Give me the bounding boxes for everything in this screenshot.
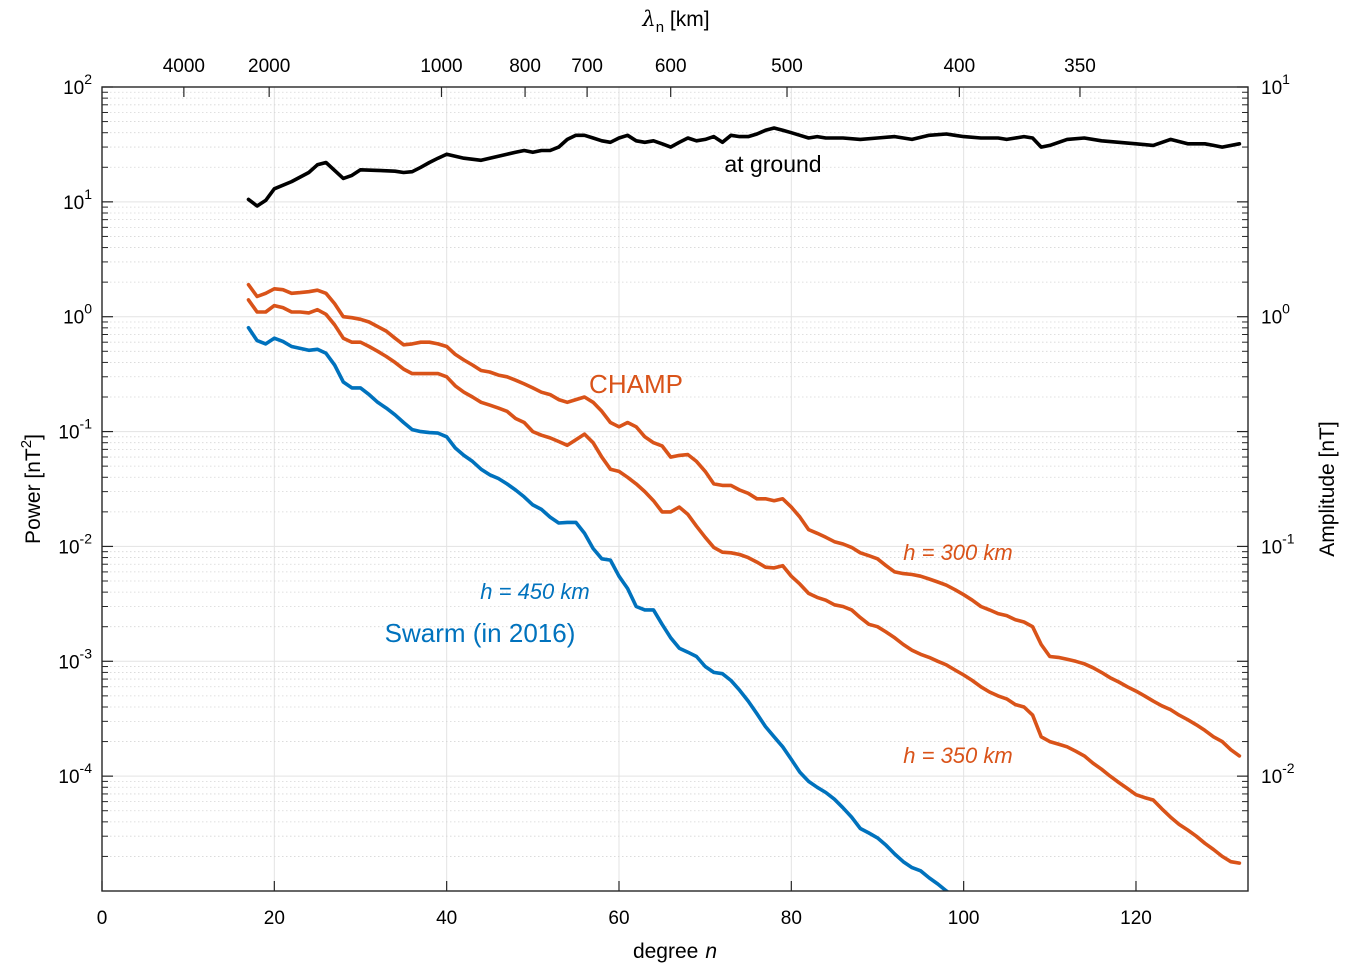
x-axis-label-var: n: [705, 940, 717, 963]
top-axis-label: λn [km]: [641, 7, 709, 36]
x-tick-label: 40: [436, 908, 457, 929]
plot-frame: [101, 86, 1249, 892]
top-axis-label-symbol: λ: [641, 7, 655, 31]
y-axis-label-text: Power [nT: [22, 448, 45, 544]
top-tick-labels: 4000 2000 1000 800 700 600 500 400 350: [163, 56, 1096, 77]
y2-tick-label: 100: [1261, 301, 1290, 329]
top-tick-label: 400: [943, 56, 975, 77]
top-tick-label: 1000: [420, 56, 462, 77]
y-tick-label: 10-3: [58, 645, 92, 673]
annotation-swarm: Swarm (in 2016): [385, 618, 576, 648]
annotation-champ: CHAMP: [589, 369, 683, 399]
top-tick-label: 2000: [248, 56, 290, 77]
x-axis-label: degree n: [633, 940, 717, 963]
y-tick-label: 10-4: [58, 760, 92, 788]
series-line-swarm: [246, 326, 950, 891]
y-tick-label: 10-1: [58, 416, 92, 444]
annotation-h300: h = 300 km: [903, 540, 1012, 565]
y2-tick-label: 101: [1261, 71, 1290, 99]
x-tick-label: 60: [608, 908, 629, 929]
annotation-h450: h = 450 km: [480, 579, 589, 604]
y-axis-label-sup: 2: [18, 440, 35, 448]
x-tick-label: 20: [264, 908, 285, 929]
y2-tick-label: 10-2: [1261, 760, 1295, 788]
y-tick-label: 10-2: [58, 530, 92, 558]
top-axis-label-sub: n: [656, 19, 664, 36]
top-tick-label: 800: [509, 56, 541, 77]
y-axis-label-end: ]: [22, 434, 45, 440]
annotation-h350: h = 350 km: [903, 743, 1012, 768]
series-line-champ: [246, 282, 1242, 758]
x-tick-label: 120: [1120, 908, 1152, 929]
x-axis-label-text: degree: [633, 940, 698, 963]
x-tick-labels: 0 20 40 60 80 100 120: [97, 908, 1152, 929]
y-tick-label: 100: [63, 301, 92, 329]
top-tick-label: 500: [771, 56, 803, 77]
x-tick-label: 100: [948, 908, 980, 929]
y-axis-label: Power [nT2]: [18, 434, 45, 544]
y2-tick-labels: 101 100 10-1 10-2: [1261, 71, 1295, 788]
y-tick-label: 101: [63, 186, 92, 214]
series-line-ground: [246, 126, 1242, 208]
y-tick-labels: 102 101 100 10-1 10-2 10-3 10-4: [58, 71, 92, 788]
top-tick-label: 4000: [163, 56, 205, 77]
grid: [102, 86, 1248, 891]
x-tick-label: 0: [97, 908, 108, 929]
top-tick-label: 700: [571, 56, 603, 77]
top-tick-label: 600: [655, 56, 687, 77]
y2-tick-label: 10-1: [1261, 530, 1295, 558]
series-layer: [246, 126, 1242, 891]
series-line-champ: [246, 298, 1242, 865]
x-tick-label: 80: [781, 908, 802, 929]
y2-axis-label: Amplitude [nT]: [1316, 421, 1339, 556]
top-tick-label: 350: [1064, 56, 1096, 77]
annotation-at-ground: at ground: [724, 151, 821, 177]
y-tick-label: 102: [63, 71, 92, 99]
top-axis-label-unit: [km]: [664, 8, 710, 31]
ticks: [101, 86, 1248, 891]
